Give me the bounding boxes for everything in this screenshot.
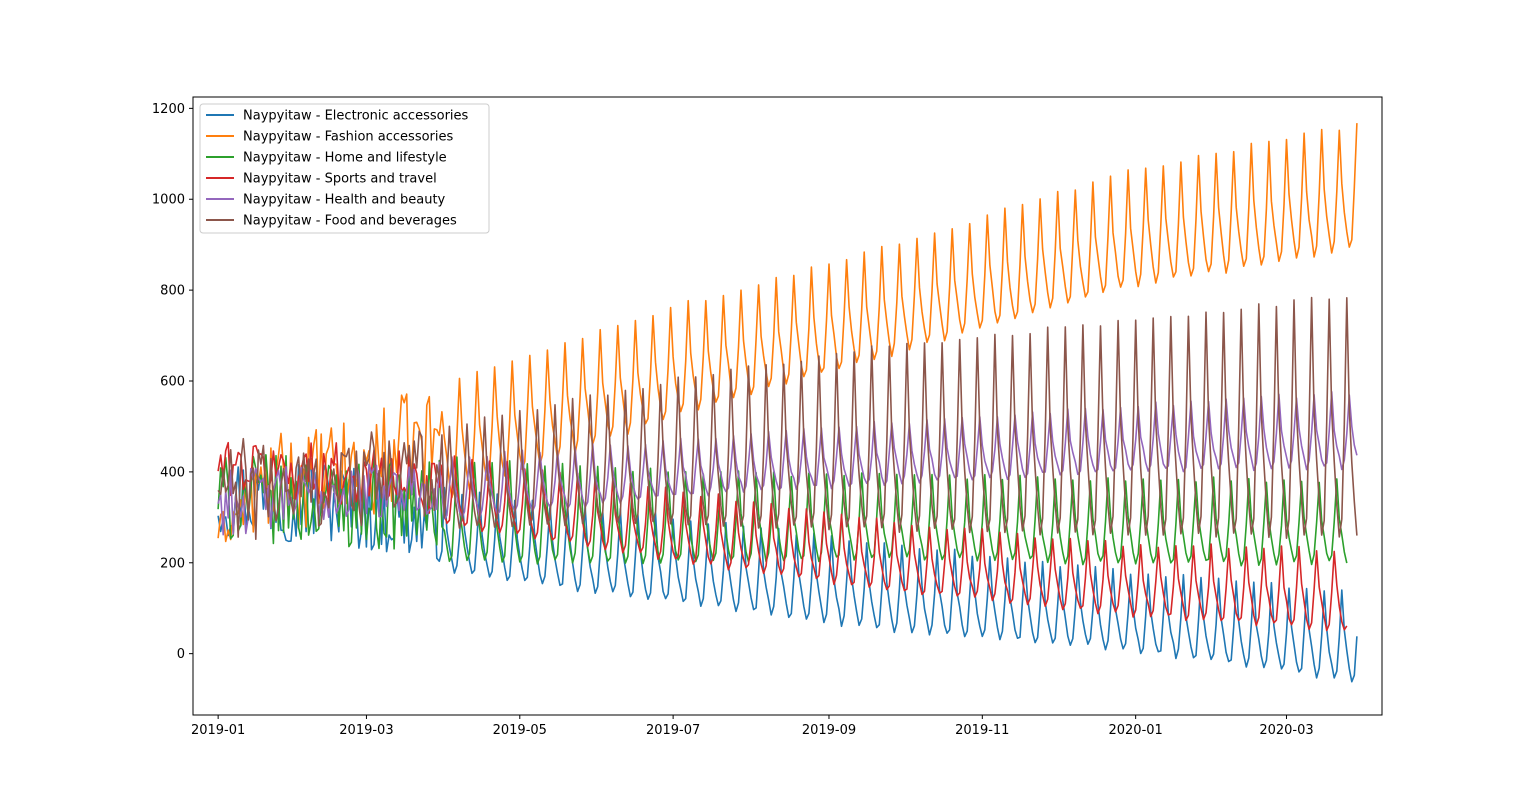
x-tick-label: 2019-05 [493,723,547,738]
legend-label: Naypyitaw - Sports and travel [243,172,437,187]
x-tick-label: 2020-01 [1108,723,1162,738]
legend-label: Naypyitaw - Home and lifestyle [243,151,447,166]
y-axis: 0 200 400 600 800 1000 1200 [152,102,193,662]
series-layer [217,123,1358,683]
legend-label: Naypyitaw - Fashion accessories [243,130,454,145]
y-tick-label: 200 [160,556,185,571]
legend-label: Naypyitaw - Food and beverages [243,214,457,229]
y-tick-label: 1000 [152,193,185,208]
y-tick-label: 400 [160,465,185,480]
y-tick-label: 600 [160,375,185,390]
x-tick-label: 2019-01 [191,723,245,738]
series-line [217,454,1348,567]
x-tick-label: 2020-03 [1259,723,1313,738]
x-tick-label: 2019-03 [339,723,393,738]
x-tick-label: 2019-11 [955,723,1009,738]
y-tick-label: 1200 [152,102,185,117]
legend: Naypyitaw - Electronic accessories Naypyi… [199,103,490,234]
legend-label: Naypyitaw - Health and beauty [243,193,446,208]
x-tick-label: 2019-07 [646,723,700,738]
series-line [217,296,1358,540]
x-axis: 2019-01 2019-03 2019-05 2019-07 2019-09 2019-… [191,715,1314,738]
y-tick-label: 800 [160,284,185,299]
x-tick-label: 2019-09 [802,723,856,738]
legend-label: Naypyitaw - Electronic accessories [243,109,469,124]
y-tick-label: 0 [177,647,185,662]
plot-frame [192,96,1383,716]
legend-box [199,103,490,234]
series-line [217,123,1358,543]
